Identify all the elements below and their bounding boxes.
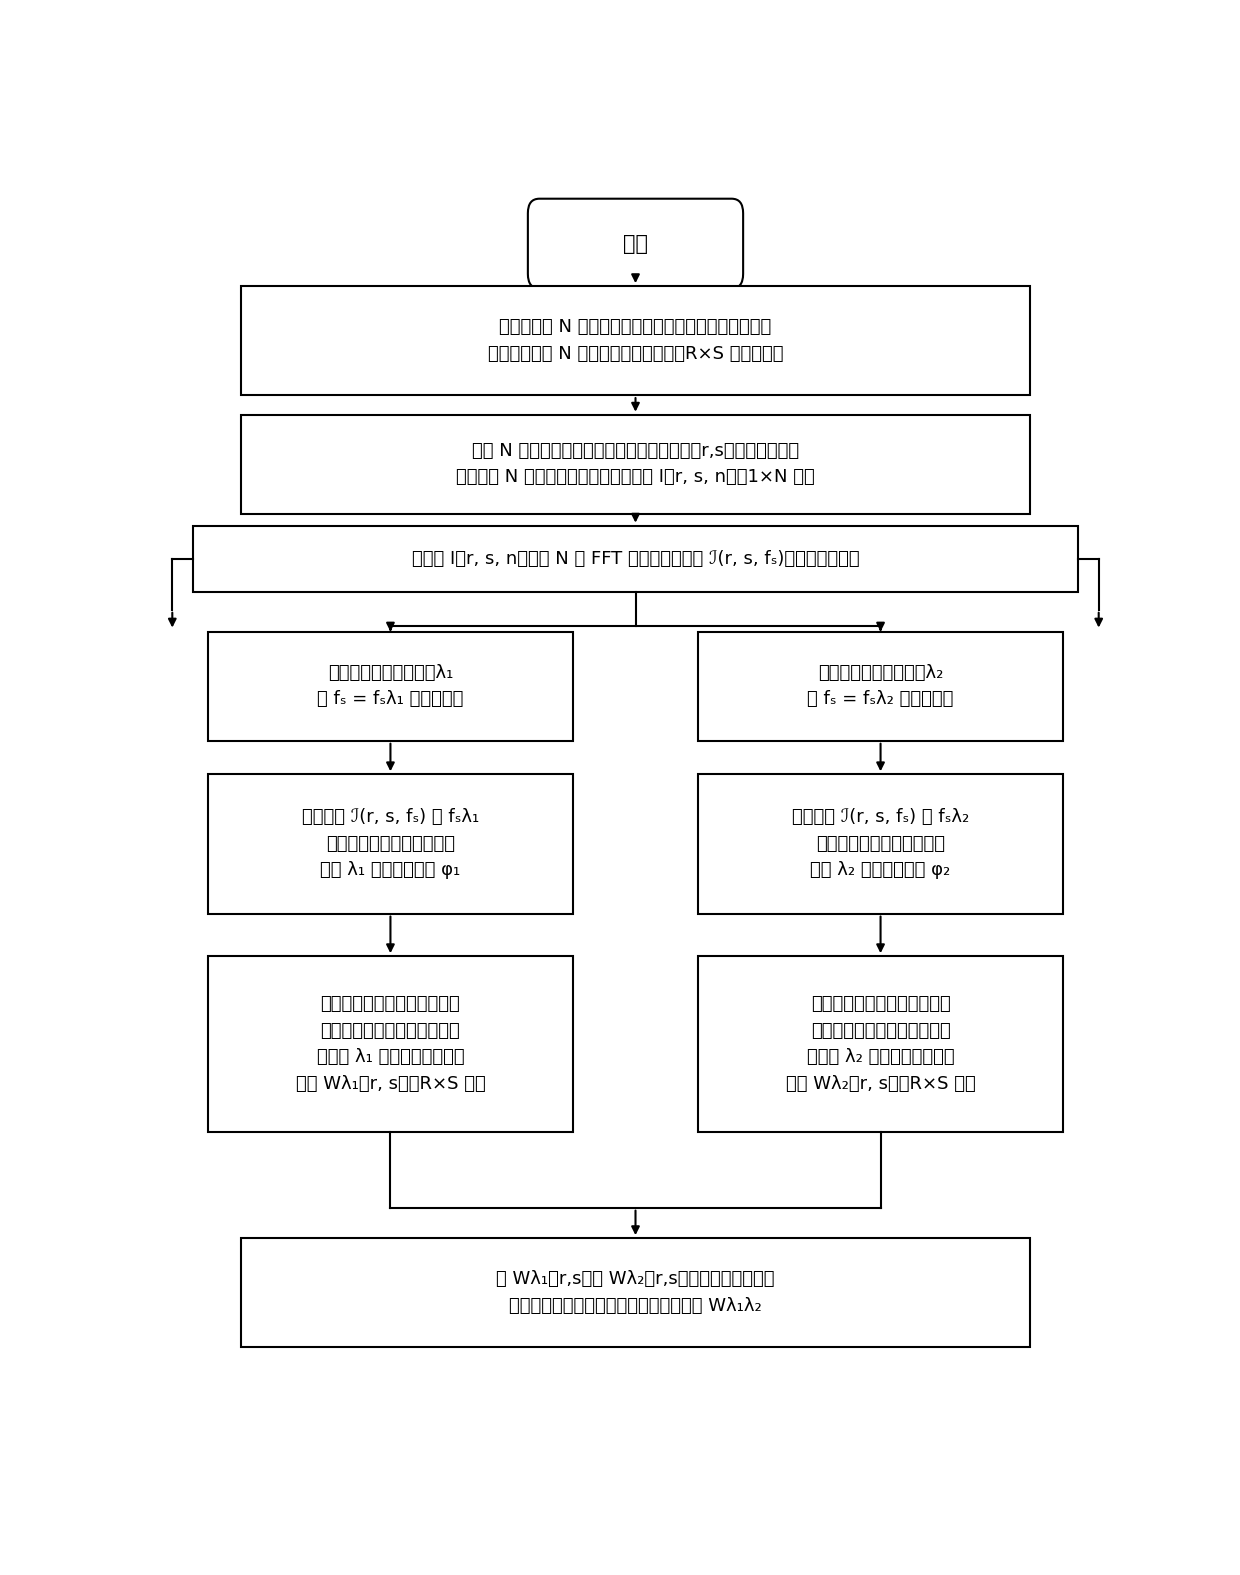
- Text: 对整个子区域进行遍历运算，
即可得到从混合干涉条纹图中
提取的 λ₁ 波长下的包裹相位
矩阵 Wλ₁（r, s）（R×S 维）: 对整个子区域进行遍历运算， 即可得到从混合干涉条纹图中 提取的 λ₁ 波长下的包…: [295, 995, 485, 1093]
- Bar: [193, 526, 1078, 592]
- Bar: [242, 287, 1029, 395]
- Text: 从采集到的 N 幅双波长混合干涉条纹图中裁剪出待提取
单波长相位的 N 幅子区域混合条纹图（R×S 像素单元）: 从采集到的 N 幅双波长混合干涉条纹图中裁剪出待提取 单波长相位的 N 幅子区域…: [487, 318, 784, 362]
- Bar: [698, 775, 1063, 913]
- Text: 在幅度频谱中找出波长λ₁
下 fₛ = fₛλ₁ 的谱峰位置: 在幅度频谱中找出波长λ₁ 下 fₛ = fₛλ₁ 的谱峰位置: [317, 665, 464, 709]
- Bar: [242, 1238, 1029, 1347]
- Text: 找出矩阵 ℐ(r, s, fₛ) 中 fₛλ₁
处的复常数，取其复角得到
该点 λ₁ 波长下初相位 φ₁: 找出矩阵 ℐ(r, s, fₛ) 中 fₛλ₁ 处的复常数，取其复角得到 该点 …: [301, 808, 479, 879]
- Text: 找出矩阵 ℐ(r, s, fₛ) 中 fₛλ₂
处的复常数，取其复角得到
该点 λ₂ 波长下初相位 φ₂: 找出矩阵 ℐ(r, s, fₛ) 中 fₛλ₂ 处的复常数，取其复角得到 该点 …: [792, 808, 970, 879]
- Bar: [698, 956, 1063, 1132]
- FancyBboxPatch shape: [528, 198, 743, 288]
- Bar: [242, 414, 1029, 513]
- Bar: [208, 956, 573, 1132]
- Bar: [208, 632, 573, 740]
- Text: 对整个子区域进行遍历运算，
即可得到从混合干涉条纹图中
提取的 λ₂ 波长下的包裹相位
矩阵 Wλ₂（r, s）（R×S 维）: 对整个子区域进行遍历运算， 即可得到从混合干涉条纹图中 提取的 λ₂ 波长下的包…: [786, 995, 976, 1093]
- Text: 在幅度频谱中找出波长λ₂
下 fₛ = fₛλ₂ 的谱峰位置: 在幅度频谱中找出波长λ₂ 下 fₛ = fₛλ₂ 的谱峰位置: [807, 665, 954, 709]
- Bar: [698, 632, 1063, 740]
- Text: 对矩阵 I（r, s, n）进行 N 点 FFT 变换得到复矩阵 ℐ(r, s, fₛ)，取其幅度频谱: 对矩阵 I（r, s, n）进行 N 点 FFT 变换得到复矩阵 ℐ(r, s,…: [412, 550, 859, 569]
- Text: 取出 N 幅子区域混合干涉条纹图中同一位置（r,s）处的光强值，
得到该点 N 个不同时刻的光强分布矩阵 I（r, s, n）（1×N 维）: 取出 N 幅子区域混合干涉条纹图中同一位置（r,s）处的光强值， 得到该点 N …: [456, 443, 815, 487]
- Bar: [208, 775, 573, 913]
- Text: 开始: 开始: [622, 233, 649, 254]
- Text: 将 Wλ₁（r,s）与 Wλ₂（r,s）按对应位置进行相
减操作即可得到双波长下的合成波长相位 Wλ₁λ₂: 将 Wλ₁（r,s）与 Wλ₂（r,s）按对应位置进行相 减操作即可得到双波长下…: [496, 1271, 775, 1315]
